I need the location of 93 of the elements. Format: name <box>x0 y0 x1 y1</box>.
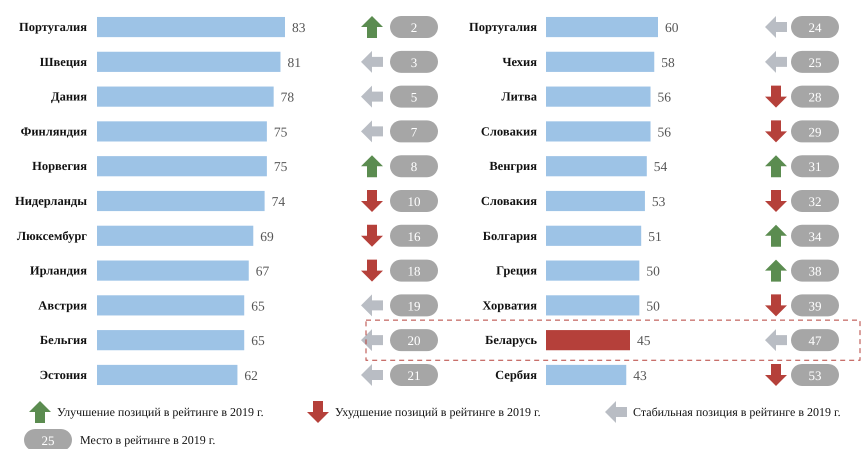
rank-pill: 2 <box>390 16 438 38</box>
bar <box>546 121 651 142</box>
rank-pill: 21 <box>390 364 438 386</box>
y-tick-label: Португалия <box>469 20 538 34</box>
y-tick-label: Нидерланды <box>15 194 88 208</box>
text: Улучшение позиций в рейтинге в 2019 г. <box>57 405 264 419</box>
rank-pill: 16 <box>390 224 438 247</box>
data-label: 69 <box>260 228 274 244</box>
rank-pill: 39 <box>791 294 839 316</box>
bar <box>546 364 626 386</box>
text: Ухудшение позиций в рейтинге в 2019 г. <box>335 405 541 419</box>
data-label: 56 <box>658 124 672 140</box>
rank-pill: 20 <box>390 329 438 352</box>
data-label: 75 <box>274 159 288 174</box>
data-label: 65 <box>251 333 265 348</box>
bar <box>97 190 265 212</box>
bar <box>97 226 254 246</box>
bar <box>546 16 658 38</box>
bar <box>546 86 651 107</box>
bar <box>97 330 244 350</box>
data-label: 75 <box>274 124 288 140</box>
rank-pill: 29 <box>791 120 839 142</box>
rank-pill: 38 <box>791 260 839 282</box>
y-tick-label: Финляндия <box>20 124 88 138</box>
rank-pill: 8 <box>390 155 438 178</box>
data-label: 67 <box>256 264 270 279</box>
y-tick-label: Литва <box>501 90 538 104</box>
y-tick-label: Эстония <box>40 368 88 382</box>
y-tick-label: Болгария <box>482 228 538 243</box>
rank-pill: 5 <box>390 86 438 108</box>
data-label: 78 <box>280 90 294 105</box>
data-label: 60 <box>665 20 679 36</box>
bar <box>546 260 640 281</box>
rank-pill: 25 <box>24 429 72 449</box>
bar <box>546 190 645 212</box>
rank-pill: 10 <box>390 190 438 212</box>
bar <box>97 364 238 386</box>
bar <box>546 52 654 72</box>
data-label: 62 <box>244 368 258 383</box>
text: Стабильная позиция в рейтинге в 2019 г. <box>633 405 841 419</box>
rank-pill: 28 <box>791 86 839 108</box>
y-tick-label: Норвегия <box>32 159 88 174</box>
rank-pill: 34 <box>791 224 839 247</box>
y-tick-label: Ирландия <box>30 264 88 278</box>
rank-pill: 25 <box>791 50 839 73</box>
text: Место в рейтинге в 2019 г. <box>80 433 216 447</box>
bar <box>97 52 280 72</box>
data-label: 74 <box>272 194 286 209</box>
data-label: 54 <box>654 159 668 174</box>
y-tick-label: Швеция <box>40 54 88 69</box>
y-tick-label: Сербия <box>495 368 538 382</box>
y-tick-label: Бельгия <box>40 333 88 348</box>
y-tick-label: Хорватия <box>482 298 538 312</box>
bar <box>546 295 640 316</box>
bar <box>546 226 642 246</box>
data-label: 50 <box>646 298 660 314</box>
rank-pill: 7 <box>390 120 438 142</box>
y-tick-label: Люксембург <box>16 228 88 243</box>
data-label: 53 <box>652 194 666 209</box>
rank-pill: 3 <box>390 50 438 73</box>
bar <box>97 16 285 38</box>
data-label: 43 <box>633 368 648 383</box>
bar <box>97 156 267 176</box>
bar <box>97 121 267 142</box>
data-label: 58 <box>661 54 676 70</box>
rank-pill: 24 <box>791 16 839 38</box>
rank-pill: 32 <box>791 190 839 212</box>
y-tick-label: Беларусь <box>485 333 538 348</box>
rank-pill: 53 <box>791 364 839 386</box>
rank-pill: 47 <box>791 329 839 352</box>
y-tick-label: Португалия <box>19 20 88 34</box>
bar <box>546 330 630 350</box>
rank-pill: 31 <box>791 155 839 178</box>
bar <box>97 260 249 281</box>
y-tick-label: Словакия <box>480 124 538 138</box>
data-label: 65 <box>251 298 265 314</box>
data-label: 51 <box>648 228 662 244</box>
y-tick-label: Дания <box>50 90 88 104</box>
y-tick-label: Австрия <box>38 298 88 312</box>
y-tick-label: Греция <box>496 264 538 278</box>
y-tick-label: Венгрия <box>489 159 538 174</box>
data-label: 45 <box>637 333 651 348</box>
data-label: 83 <box>292 20 306 36</box>
y-tick-label: Словакия <box>480 194 538 208</box>
bar <box>546 156 647 176</box>
y-tick-label: Чехия <box>502 54 538 69</box>
data-label: 81 <box>287 54 301 70</box>
rank-pill: 19 <box>390 294 438 316</box>
data-label: 50 <box>646 264 660 279</box>
rank-pill: 18 <box>390 260 438 282</box>
bar <box>97 86 274 107</box>
data-label: 56 <box>658 90 672 105</box>
bar <box>97 295 244 316</box>
